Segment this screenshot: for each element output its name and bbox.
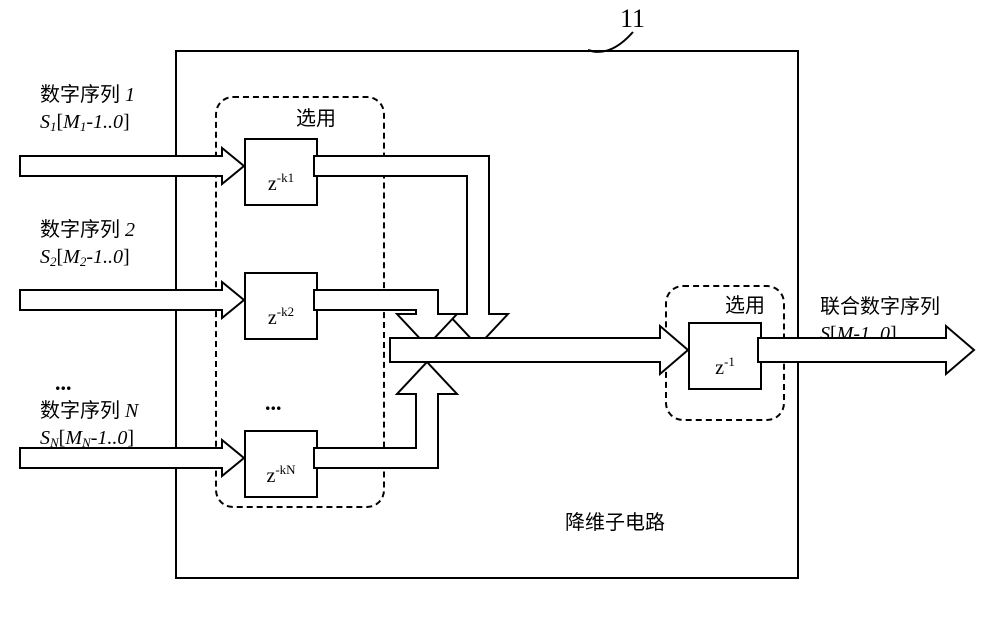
ref-number: 11 [620, 4, 645, 34]
delay-exp-2: -k2 [277, 304, 294, 320]
r1p: M [63, 111, 80, 133]
input-sym-2: S [40, 246, 50, 268]
input-title-n: 数字序列 [40, 400, 120, 422]
input-idx-1: 1 [125, 84, 135, 106]
r1s: 1 [80, 119, 87, 134]
output-label: 联合数字序列 S[M-1..0] [820, 294, 940, 348]
input-sub-n: N [50, 435, 59, 450]
input-title-2: 数字序列 [40, 219, 120, 241]
output-sym: S [820, 323, 830, 345]
delay-exp-n: -kN [275, 462, 295, 478]
delay-group-label: 选用 [296, 106, 336, 133]
output-delay-exp: -1 [724, 354, 735, 370]
output-range: M-1..0 [837, 323, 890, 345]
delay-ellipsis: ... [265, 390, 282, 416]
input-idx-2: 2 [125, 219, 135, 241]
input-title-1: 数字序列 [40, 84, 120, 106]
rns: N [82, 435, 91, 450]
z-symbol: z [268, 173, 277, 196]
input-idx-n: N [125, 400, 138, 422]
rnsf: -1..0 [91, 427, 128, 449]
z-symbol: z [268, 307, 277, 330]
rnp: M [65, 427, 82, 449]
input-label-2: 数字序列 2 S2[M2-1..0] [40, 217, 135, 271]
output-delay-box: z-1 [688, 322, 762, 390]
r2s: 2 [80, 254, 87, 269]
delay-exp-1: -k1 [277, 170, 294, 186]
r1sf: -1..0 [86, 111, 123, 133]
input-sub-2: 2 [50, 254, 57, 269]
input-sym-1: S [40, 111, 50, 133]
diagram-canvas: 11 选用 选用 z-k1 z-k2 z-kN z-1 ... ... 数字序列… [0, 0, 1000, 622]
r2p: M [63, 246, 80, 268]
delay-box-2: z-k2 [244, 272, 318, 340]
z-symbol: z [266, 465, 275, 488]
r2sf: -1..0 [86, 246, 123, 268]
delay-box-n: z-kN [244, 430, 318, 498]
input-label-1: 数字序列 1 S1[M1-1..0] [40, 82, 135, 136]
output-title: 联合数字序列 [820, 296, 940, 318]
input-label-n: 数字序列 N SN[MN-1..0] [40, 398, 138, 452]
output-group-label: 选用 [725, 293, 765, 320]
input-sub-1: 1 [50, 119, 57, 134]
z-symbol: z [715, 357, 724, 380]
input-sym-n: S [40, 427, 50, 449]
delay-box-1: z-k1 [244, 138, 318, 206]
subcircuit-label: 降维子电路 [565, 510, 665, 537]
input-ellipsis: ... [55, 370, 72, 396]
